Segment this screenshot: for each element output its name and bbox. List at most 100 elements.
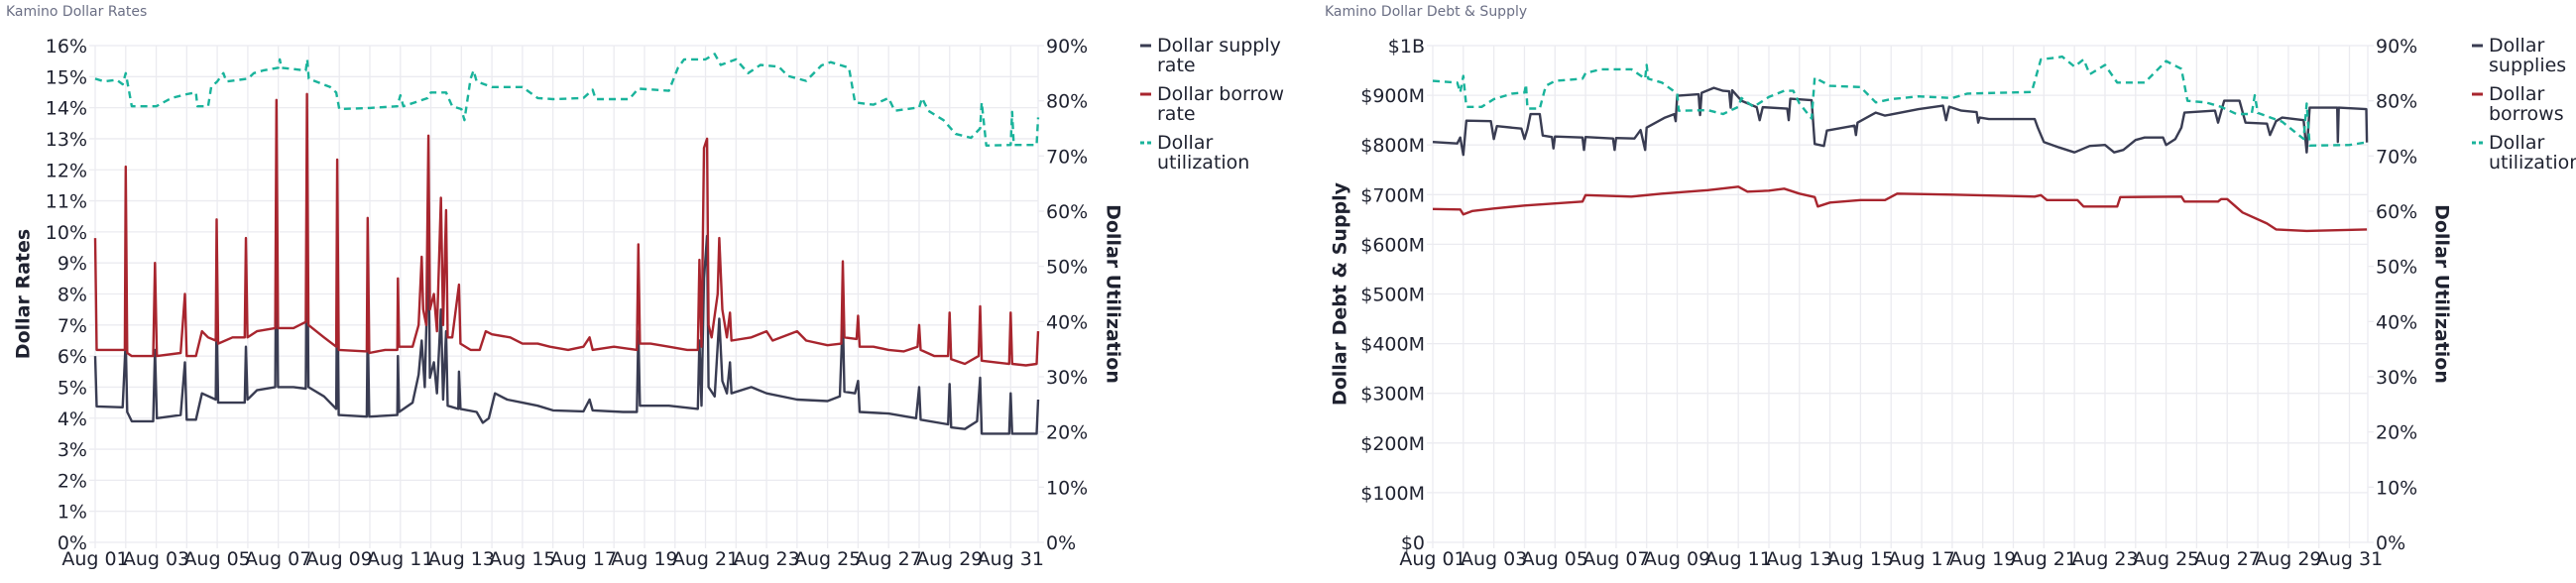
y2-tick-label: 10% [1046, 477, 1088, 499]
dollar-debt-supply-chart: Kamino Dollar Debt & Supply $0 $100M $200M $… [1325, 4, 2576, 570]
x-tick-label: Aug 17 [550, 548, 617, 570]
legend-label[interactable]: Dollar [2489, 35, 2544, 57]
x-tick-label: Aug 23 [2071, 548, 2138, 570]
x-tick-label: Aug 17 [1888, 548, 1954, 570]
legend-label[interactable]: rate [1157, 103, 1196, 125]
legend-label[interactable]: utilization [1157, 152, 1249, 174]
x-tick-label: Aug 11 [1705, 548, 1772, 570]
y-tick-label: 0% [58, 532, 87, 554]
x-tick-label: Aug 11 [367, 548, 433, 570]
y-tick-label: $500M [1360, 285, 1425, 306]
x-tick-label: Aug 01 [61, 548, 128, 570]
y-tick-label: $600M [1360, 234, 1425, 256]
x-tick-label: Aug 07 [245, 548, 311, 570]
y2-tick-label: 10% [2376, 477, 2417, 499]
y2-tick-label: 80% [1046, 91, 1088, 113]
y-tick-label: $800M [1360, 135, 1425, 157]
y2-axis-title: Dollar Utilization [1103, 204, 1124, 384]
legend-label[interactable]: supplies [2489, 55, 2566, 76]
y2-tick-label: 40% [2376, 311, 2417, 333]
y-tick-label: $200M [1360, 433, 1425, 455]
x-tick-label: Aug 05 [183, 548, 250, 570]
series-line-dollar-supplies [1432, 86, 2369, 157]
x-tick-label: Aug 15 [489, 548, 555, 570]
x-tick-label: Aug 13 [428, 548, 495, 570]
y2-tick-label: 90% [1046, 36, 1088, 58]
series-line-dollar-borrows [1432, 185, 2368, 233]
y-tick-label: 2% [58, 470, 87, 492]
series-line-dollar-borrow-rate [93, 92, 1040, 367]
y-tick-label: 1% [58, 502, 87, 524]
y2-tick-label: 30% [1046, 367, 1088, 389]
x-tick-label: Aug 25 [2133, 548, 2199, 570]
x-tick-label: Aug 19 [611, 548, 677, 570]
x-tick-label: Aug 13 [1766, 548, 1832, 570]
y-tick-label: 6% [58, 346, 87, 368]
y-tick-label: $100M [1360, 483, 1425, 505]
y-tick-label: 3% [58, 439, 87, 461]
x-tick-label: Aug 31 [2316, 548, 2383, 570]
y-tick-label: 5% [58, 377, 87, 399]
x-tick-label: Aug 09 [1644, 548, 1710, 570]
y2-axis-title: Dollar Utilization [2431, 204, 2453, 384]
y-tick-label: 15% [46, 66, 87, 88]
legend-label[interactable]: rate [1157, 55, 1196, 76]
x-tick-label: Aug 03 [123, 548, 189, 570]
y2-tick-label: 60% [2376, 201, 2417, 223]
x-tick-label: Aug 21 [672, 548, 739, 570]
y2-tick-label: 70% [2376, 146, 2417, 168]
y2-tick-label: 60% [1046, 201, 1088, 223]
y-tick-label: 8% [58, 285, 87, 306]
y2-tick-label: 0% [1046, 532, 1076, 554]
legend-label[interactable]: Dollar [2489, 83, 2544, 105]
y-axis-title: Dollar Rates [13, 229, 35, 359]
y-tick-label: 11% [46, 191, 87, 213]
legend-label[interactable]: Dollar [1157, 132, 1213, 154]
x-tick-label: Aug 27 [856, 548, 922, 570]
x-tick-label: Aug 31 [978, 548, 1044, 570]
x-tick-label: Aug 03 [1461, 548, 1527, 570]
dollar-rates-chart: Kamino Dollar Rates 0% 1% 2% 3% 4% 5% 6% 7% 8% 9% 1… [6, 4, 1284, 570]
series-line-dollar-utilization [94, 53, 1040, 148]
x-tick-label: Aug 15 [1827, 548, 1894, 570]
series-line-dollar-supply-rate [93, 199, 1040, 435]
x-tick-label: Aug 09 [306, 548, 373, 570]
y-tick-label: 13% [46, 129, 87, 151]
legend-label[interactable]: borrows [2489, 103, 2564, 125]
legend-label[interactable]: Dollar borrow [1157, 83, 1284, 105]
y-tick-label: 14% [46, 98, 87, 120]
x-tick-label: Aug 23 [733, 548, 799, 570]
y2-tick-label: 90% [2376, 36, 2417, 58]
x-tick-label: Aug 07 [1582, 548, 1649, 570]
y2-tick-label: 50% [1046, 257, 1088, 279]
x-tick-label: Aug 21 [2011, 548, 2077, 570]
y-tick-label: 4% [58, 408, 87, 430]
y-tick-label: $400M [1360, 334, 1425, 356]
y2-tick-label: 80% [2376, 91, 2417, 113]
series-line-dollar-utilization [1432, 55, 2368, 148]
y2-tick-label: 70% [1046, 146, 1088, 168]
chart-title: Kamino Dollar Debt & Supply [1325, 4, 1527, 20]
legend-label[interactable]: Dollar [2489, 132, 2544, 154]
y-tick-label: $1B [1388, 36, 1425, 58]
y2-tick-label: 30% [2376, 367, 2417, 389]
x-tick-label: Aug 19 [1949, 548, 2016, 570]
y-tick-label: $900M [1360, 85, 1425, 107]
x-tick-label: Aug 29 [2255, 548, 2321, 570]
y-tick-label: 7% [58, 315, 87, 337]
y-tick-label: $700M [1360, 184, 1425, 206]
y-tick-label: $0 [1401, 532, 1425, 554]
y2-tick-label: 20% [2376, 422, 2417, 444]
y-tick-label: 12% [46, 160, 87, 181]
y-tick-label: 10% [46, 222, 87, 244]
legend-label[interactable]: Dollar supply [1157, 35, 1281, 57]
y2-tick-label: 50% [2376, 257, 2417, 279]
y-tick-label: 16% [46, 36, 87, 58]
y-tick-label: $300M [1360, 384, 1425, 406]
x-tick-label: Aug 25 [794, 548, 861, 570]
legend-label[interactable]: utilization [2489, 152, 2576, 174]
x-tick-label: Aug 29 [916, 548, 983, 570]
y2-tick-label: 20% [1046, 422, 1088, 444]
y-tick-label: 9% [58, 253, 87, 275]
